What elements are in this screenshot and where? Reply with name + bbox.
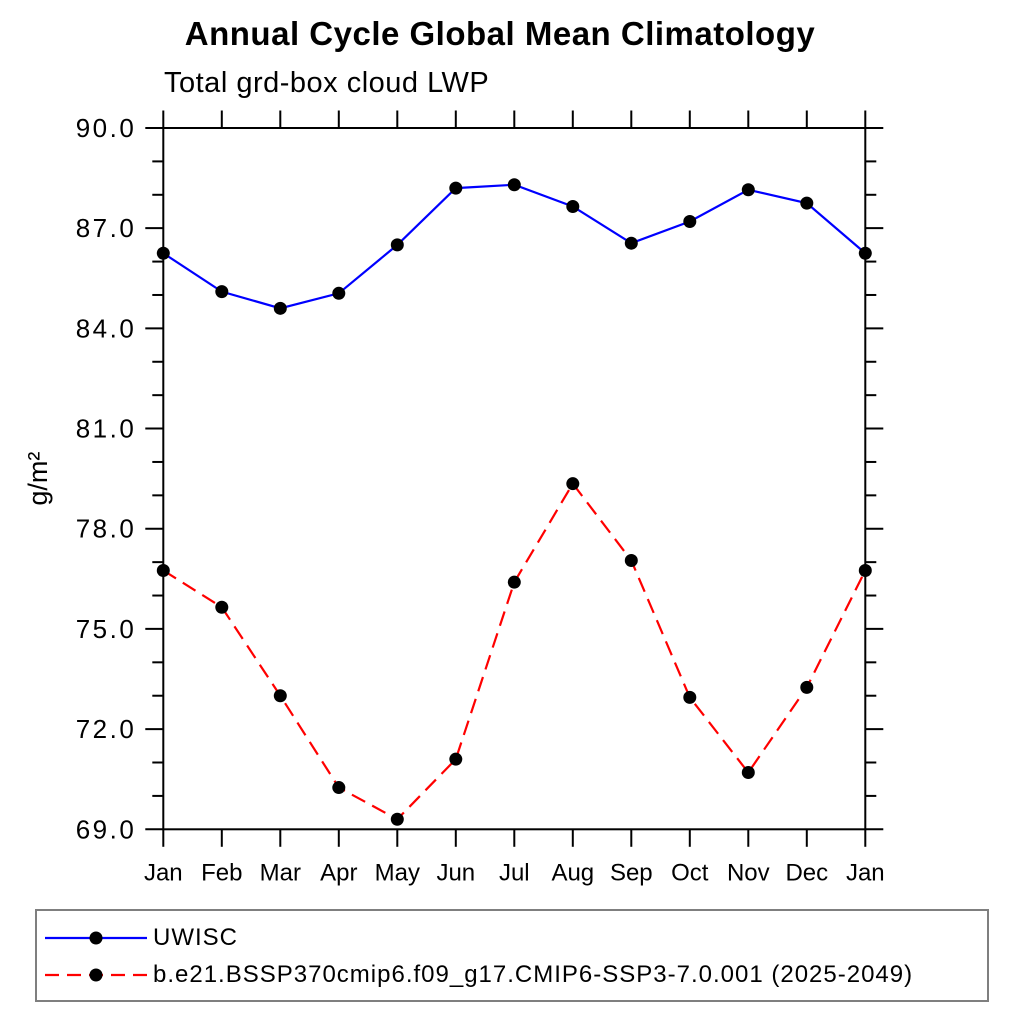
svg-text:Sep: Sep [610, 859, 653, 886]
svg-text:90.0: 90.0 [76, 113, 137, 143]
legend-label-uwisc: UWISC [153, 924, 238, 951]
svg-text:Jan: Jan [144, 859, 183, 886]
svg-text:Oct: Oct [671, 859, 709, 886]
svg-text:Aug: Aug [551, 859, 594, 886]
legend-solid-line-icon [45, 931, 147, 945]
svg-text:84.0: 84.0 [76, 313, 137, 343]
svg-text:75.0: 75.0 [76, 614, 137, 644]
y-axis-title: g/m² [23, 452, 53, 506]
y-tick-labels: 69.0 72.0 75.0 78.0 81.0 84.0 87.0 90.0 [76, 113, 137, 844]
legend-label-model: b.e21.BSSP370cmip6.f09_g17.CMIP6-SSP3-7.… [153, 961, 914, 988]
svg-text:Jun: Jun [436, 859, 475, 886]
svg-text:Jul: Jul [499, 859, 530, 886]
svg-text:Mar: Mar [260, 859, 301, 886]
legend-box: UWISC b.e21.BSSP370cmip6.f09_g17.CMIP6-S… [35, 909, 989, 1002]
y-ticks [145, 127, 884, 831]
plot-canvas: 69.0 72.0 75.0 78.0 81.0 84.0 87.0 90.0 Jan Feb Ma… [23, 110, 885, 886]
svg-text:May: May [375, 859, 420, 886]
svg-text:Dec: Dec [785, 859, 828, 886]
svg-text:87.0: 87.0 [76, 213, 137, 243]
svg-text:72.0: 72.0 [76, 714, 137, 744]
chart-subtitle: Total grd-box cloud LWP [164, 67, 490, 99]
x-tick-labels: Jan Feb Mar Apr May Jun Jul Aug Sep Oct Nov Dec Jan [144, 859, 885, 886]
legend-dashed-line-icon [45, 968, 147, 982]
series-model-line [162, 481, 867, 821]
svg-text:Apr: Apr [320, 859, 357, 886]
svg-text:81.0: 81.0 [76, 414, 137, 444]
legend-item-model: b.e21.BSSP370cmip6.f09_g17.CMIP6-SSP3-7.… [41, 961, 987, 989]
svg-text:69.0: 69.0 [76, 814, 137, 844]
svg-text:Jan: Jan [846, 859, 885, 886]
legend-item-uwisc: UWISC [41, 924, 987, 952]
series-uwisc-markers [156, 178, 872, 315]
svg-text:78.0: 78.0 [76, 514, 137, 544]
plot-frame [162, 127, 867, 831]
series-model-markers [156, 477, 872, 826]
svg-text:Nov: Nov [727, 859, 770, 886]
series-uwisc-line [162, 183, 867, 310]
svg-text:Feb: Feb [201, 859, 242, 886]
chart-title: Annual Cycle Global Mean Climatology [184, 15, 816, 52]
x-ticks [162, 110, 867, 847]
